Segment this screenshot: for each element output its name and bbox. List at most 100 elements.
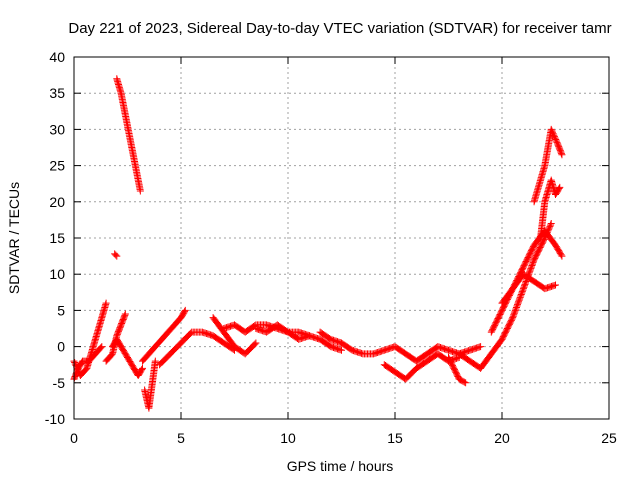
data-point: [509, 312, 517, 320]
y-tick-label: 25: [49, 158, 65, 174]
series-arc-13: [316, 328, 399, 358]
y-tick-label: 15: [49, 230, 65, 246]
data-point: [136, 187, 144, 195]
data-point: [550, 133, 558, 141]
series-arc-9: [156, 328, 238, 369]
data-point: [509, 314, 517, 322]
data-point: [522, 279, 530, 287]
data-point: [521, 280, 529, 288]
data-point: [98, 343, 106, 351]
series-arc-21: [537, 176, 564, 242]
data-point: [112, 251, 120, 259]
chart-title: Day 221 of 2023, Sidereal Day-to-day VTE…: [68, 20, 611, 37]
data-point: [526, 267, 534, 275]
data-point: [528, 262, 536, 270]
data-point: [550, 131, 558, 139]
data-point: [515, 296, 523, 304]
series-arc-12: [252, 321, 345, 354]
data-point: [558, 151, 566, 159]
x-tick-label: 0: [70, 430, 78, 446]
data-point: [549, 130, 557, 138]
data-point: [527, 263, 535, 271]
data-points: [70, 75, 566, 412]
data-point: [477, 343, 485, 351]
data-point: [97, 344, 105, 352]
data-point: [121, 310, 129, 318]
data-point: [510, 311, 518, 319]
data-point: [511, 306, 519, 314]
data-point: [251, 340, 259, 348]
series-arc-10: [209, 314, 260, 358]
data-point: [551, 134, 559, 142]
y-tick-label: 40: [49, 49, 65, 65]
series-arc-20: [530, 125, 566, 206]
x-axis-label: GPS time / hours: [287, 458, 394, 474]
y-tick-label: 35: [49, 85, 65, 101]
series-arc-17: [455, 220, 555, 372]
series-arc-6: [102, 310, 129, 365]
data-point: [547, 221, 555, 229]
data-point: [102, 299, 110, 307]
data-point: [552, 281, 559, 289]
series-arc-5: [111, 250, 121, 260]
data-point: [113, 252, 121, 260]
data-point: [514, 301, 522, 309]
data-point: [547, 125, 555, 133]
data-point: [546, 222, 554, 230]
y-tick-label: -5: [53, 375, 66, 391]
data-point: [138, 364, 146, 372]
data-point: [529, 259, 537, 267]
series-arc-16: [445, 353, 470, 387]
y-tick-label: 10: [49, 266, 65, 282]
data-point: [181, 308, 189, 316]
series-arc-8: [141, 357, 159, 412]
data-point: [514, 299, 522, 307]
x-tick-label: 15: [387, 430, 403, 446]
axis-ticks: 0 5 10 15 20 25 -10 -5 0 5 10 15 20 25 30 35 40: [45, 49, 617, 446]
data-point: [518, 289, 526, 297]
x-tick-label: 5: [177, 430, 185, 446]
y-tick-label: 0: [57, 339, 65, 355]
data-point: [181, 306, 189, 314]
series-arc-15: [391, 343, 485, 365]
data-point: [138, 366, 146, 374]
data-point: [556, 183, 564, 191]
data-point: [552, 137, 560, 145]
y-tick-label: 30: [49, 121, 65, 137]
data-point: [71, 359, 79, 367]
data-point: [252, 339, 260, 347]
data-point: [528, 260, 536, 268]
series-arc-7: [138, 306, 189, 365]
data-point: [511, 308, 519, 316]
data-point: [460, 378, 468, 386]
x-tick-label: 20: [494, 430, 510, 446]
y-tick-label: -10: [45, 411, 65, 427]
data-point: [516, 295, 524, 303]
x-tick-label: 25: [601, 430, 617, 446]
data-point: [519, 286, 527, 294]
data-point: [520, 282, 528, 290]
data-point: [545, 224, 553, 232]
data-point: [338, 346, 345, 354]
data-point: [512, 304, 520, 312]
data-point: [515, 298, 523, 306]
data-point: [548, 127, 556, 135]
data-point: [519, 285, 527, 293]
data-point: [527, 264, 535, 272]
data-point: [516, 293, 524, 301]
data-point: [517, 290, 525, 298]
data-point: [547, 220, 555, 228]
data-point: [526, 266, 534, 274]
data-point: [518, 288, 526, 296]
data-point: [557, 149, 565, 157]
x-tick-label: 10: [280, 430, 296, 446]
data-point: [121, 311, 129, 319]
data-point: [512, 305, 520, 313]
data-point: [557, 251, 565, 259]
data-point: [151, 357, 159, 365]
data-point: [552, 136, 560, 144]
series-arc-2: [70, 343, 106, 383]
data-point: [549, 128, 557, 136]
data-point: [71, 360, 79, 368]
